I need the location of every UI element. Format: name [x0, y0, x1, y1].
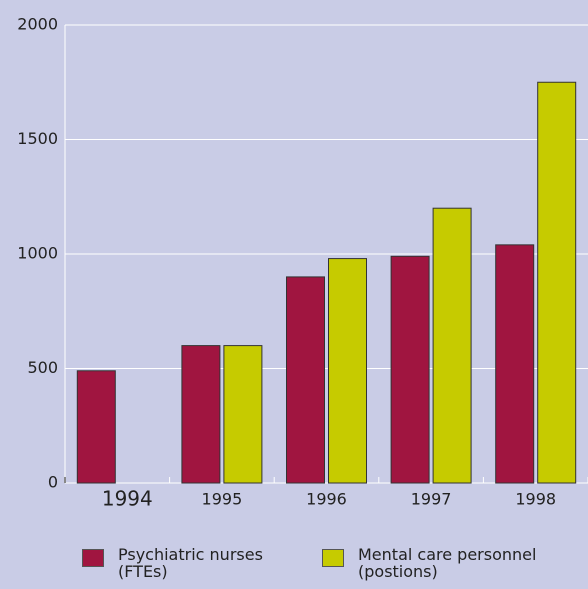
- legend-swatch: [82, 549, 104, 567]
- bar: [76, 370, 116, 484]
- y-tick-label: 0: [48, 473, 58, 492]
- bar: [181, 345, 221, 484]
- x-tick-label: 1994: [102, 487, 153, 511]
- legend-swatch: [322, 549, 344, 567]
- bar: [286, 276, 325, 484]
- bar: [328, 258, 367, 484]
- legend-label: Psychiatric nurses (FTEs): [118, 545, 263, 581]
- legend-item: Mental care personnel (postions): [322, 546, 573, 580]
- x-tick-label: 1996: [306, 490, 347, 509]
- x-tick-label: 1995: [202, 490, 243, 509]
- bar: [223, 345, 263, 484]
- bar: [432, 207, 472, 484]
- x-tick-label: 1997: [411, 490, 452, 509]
- legend-label: Mental care personnel (postions): [358, 545, 537, 581]
- bar: [495, 244, 535, 484]
- y-tick-label: 1500: [17, 129, 58, 148]
- bar: [390, 255, 430, 484]
- legend-item: Psychiatric nurses (FTEs): [82, 546, 298, 580]
- x-tick-label: 1998: [515, 490, 556, 509]
- bar: [537, 81, 577, 484]
- y-tick-label: 500: [27, 358, 58, 377]
- y-tick-label: 2000: [17, 15, 58, 34]
- y-tick-label: 1000: [17, 244, 58, 263]
